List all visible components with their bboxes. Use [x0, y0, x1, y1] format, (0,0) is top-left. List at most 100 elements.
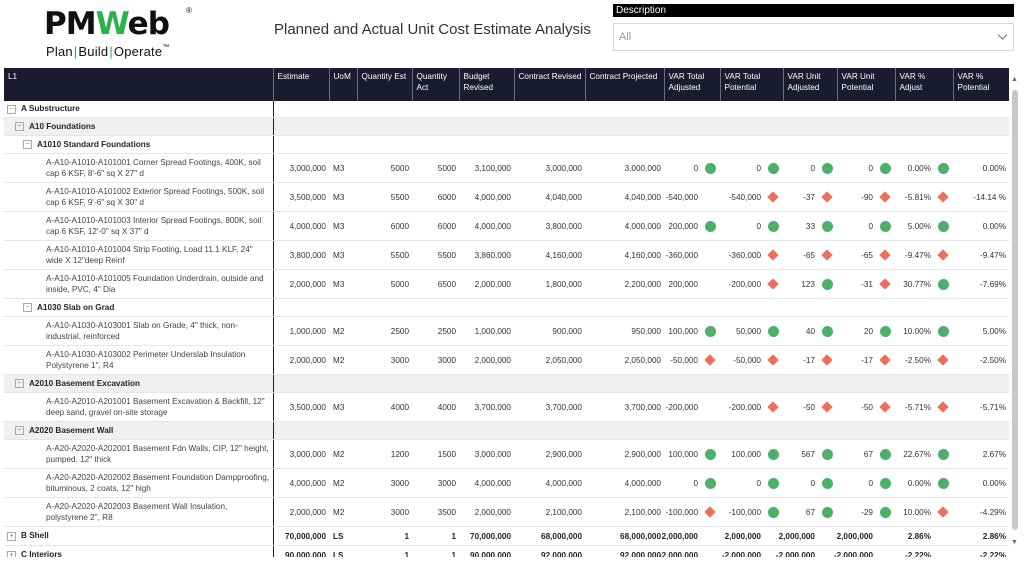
report-title: Planned and Actual Unit Cost Estimate An… — [274, 21, 591, 38]
group-row[interactable]: + C Interiors 90,000,000 LS 1 1 90,000,000 92,0… — [4, 545, 1009, 557]
row-label: A-A10-A1030-A103002 Perimeter Underslab … — [46, 350, 246, 370]
cell-value: -100,000 — [665, 507, 698, 517]
column-header[interactable]: UoM — [328, 68, 357, 101]
contract-cell: 92,000,000 — [514, 545, 585, 557]
table-row[interactable]: A-A20-A2020-A202003 Basement Wall Insula… — [4, 497, 1009, 527]
green-circle-icon — [878, 477, 892, 489]
contract-cell — [514, 298, 585, 317]
column-header[interactable]: VAR Total Potential — [719, 68, 783, 101]
expand-icon[interactable]: + — [7, 531, 16, 541]
cell-value: 2,000,000 — [724, 531, 761, 541]
column-header[interactable]: VAR % Adjust — [894, 68, 953, 101]
uom-cell: LS — [329, 526, 357, 546]
column-header[interactable]: VAR Total Adjusted — [663, 68, 720, 101]
contract-cell — [514, 374, 585, 393]
table-row[interactable]: A-A10-A1010-A101004 Strip Footing, Load … — [4, 240, 1009, 270]
table-row[interactable]: A-A20-A2020-A202002 Basement Foundation … — [4, 468, 1009, 498]
description-slicer[interactable]: Description All — [613, 4, 1014, 51]
column-header[interactable]: VAR Unit Potential — [836, 68, 895, 101]
uom-cell: LS — [329, 545, 357, 557]
scroll-up-icon[interactable]: ▲ — [1011, 76, 1018, 83]
var-total-pot-cell: 0 — [720, 153, 783, 183]
column-header[interactable]: Contract Revised — [513, 68, 585, 101]
row-label-cell: − A1030 Slab on Grad — [4, 298, 274, 317]
var-total-pot-cell: -2,000,000 — [720, 545, 783, 557]
cell-value: 67 — [863, 449, 873, 459]
contract-cell: 4,000,000 — [514, 468, 585, 498]
slicer-dropdown[interactable]: All — [613, 23, 1014, 51]
estimate-cell — [273, 298, 329, 317]
group-row[interactable]: − A1010 Standard Foundations — [4, 135, 1009, 154]
var-unit-pot-cell — [837, 135, 895, 154]
collapse-icon[interactable]: − — [15, 426, 24, 436]
qty-act-cell: 6000 — [412, 211, 459, 241]
column-header[interactable]: VAR % Potential — [952, 68, 1009, 101]
logo-wordmark: PMWeb — [44, 6, 170, 42]
table-row[interactable]: A-A10-A1010-A101002 Exterior Spread Foot… — [4, 182, 1009, 212]
collapse-icon[interactable]: − — [15, 122, 24, 132]
estimate-cell — [273, 421, 329, 440]
red-diamond-icon — [820, 401, 834, 413]
chevron-down-icon[interactable] — [997, 31, 1008, 42]
var-total-pot-cell: 50,000 — [720, 316, 783, 346]
var-unit-adj-cell: -2,000,000 — [776, 545, 837, 557]
group-row[interactable]: − A10 Foundations — [4, 117, 1009, 136]
column-header[interactable]: Budget Revised — [458, 68, 514, 101]
column-header[interactable]: Quantity Est — [356, 68, 412, 101]
red-diamond-icon — [936, 249, 950, 261]
column-header[interactable]: Quantity Act — [411, 68, 459, 101]
var-pct-pot-cell: -2.50% — [953, 345, 1009, 375]
var-total-adj-cell: 2,000,000 — [662, 526, 720, 546]
var-total-adj-cell: -2,000,000 — [659, 545, 720, 557]
scrollbar-thumb[interactable] — [1012, 90, 1018, 530]
var-total-pot-cell: -540,000 — [720, 182, 783, 212]
column-header[interactable]: Contract Projected — [584, 68, 664, 101]
var-unit-pot-cell: 0 — [837, 468, 895, 498]
logo-registered-mark: ® — [186, 6, 192, 15]
var-pct-adj-cell: -2.50% — [895, 345, 953, 375]
collapse-icon[interactable]: − — [23, 140, 32, 150]
var-pct-adj-cell — [895, 135, 953, 154]
var-pct-adj-cell — [895, 298, 953, 317]
qty-act-cell: 5000 — [412, 153, 459, 183]
projected-cell: 950,000 — [585, 316, 664, 346]
group-row[interactable]: − A2020 Basement Wall — [4, 421, 1009, 440]
cell-value: 100,000 — [731, 449, 761, 459]
var-pct-adj-cell: 2.86% — [895, 526, 953, 546]
row-label: A2020 Basement Wall — [29, 425, 114, 435]
group-row[interactable]: + B Shell 70,000,000 LS 1 1 70,000,000 68,000,0… — [4, 526, 1009, 546]
red-diamond-icon — [820, 249, 834, 261]
table-row[interactable]: A-A10-A2010-A201001 Basement Excavation … — [4, 392, 1009, 422]
cell-value: -540,000 — [728, 192, 761, 202]
column-header[interactable]: Estimate — [272, 68, 329, 101]
table-row[interactable]: A-A10-A1030-A103002 Perimeter Underslab … — [4, 345, 1009, 375]
column-header[interactable]: L1 — [4, 68, 273, 101]
expand-icon[interactable]: + — [7, 550, 16, 557]
green-circle-icon — [936, 448, 950, 460]
scroll-down-icon[interactable]: ▼ — [1011, 539, 1018, 546]
table-row[interactable]: A-A10-A1030-A103001 Slab on Grade, 4" th… — [4, 316, 1009, 346]
table-row[interactable]: A-A10-A1010-A101005 Foundation Underdrai… — [4, 269, 1009, 299]
group-row[interactable]: − A Substructure — [4, 101, 1009, 118]
green-circle-icon — [703, 162, 717, 174]
row-label-cell: A-A10-A2010-A201001 Basement Excavation … — [4, 392, 274, 422]
table-row[interactable]: A-A10-A1010-A101001 Corner Spread Footin… — [4, 153, 1009, 183]
icon-slot — [878, 530, 892, 542]
collapse-icon[interactable]: − — [23, 303, 32, 313]
vertical-scrollbar[interactable]: ▲ ▼ — [1011, 70, 1019, 548]
cell-value: 200,000 — [668, 221, 698, 231]
estimate-cell — [273, 374, 329, 393]
table-row[interactable]: A-A10-A1010-A101003 Interior Spread Foot… — [4, 211, 1009, 241]
var-unit-pot-cell: 67 — [837, 439, 895, 469]
collapse-icon[interactable]: − — [7, 104, 16, 114]
var-unit-adj-cell: 33 — [783, 211, 837, 241]
green-circle-icon — [766, 506, 780, 518]
projected-cell — [585, 421, 664, 440]
group-row[interactable]: − A2010 Basement Excavation — [4, 374, 1009, 393]
column-header[interactable]: VAR Unit Adjusted — [782, 68, 837, 101]
collapse-icon[interactable]: − — [15, 379, 24, 389]
contract-cell: 68,000,000 — [514, 526, 585, 546]
table-row[interactable]: A-A20-A2020-A202001 Basement Fdn Walls, … — [4, 439, 1009, 469]
group-row[interactable]: − A1030 Slab on Grad — [4, 298, 1009, 317]
var-pct-adj-cell: 5.00% — [895, 211, 953, 241]
